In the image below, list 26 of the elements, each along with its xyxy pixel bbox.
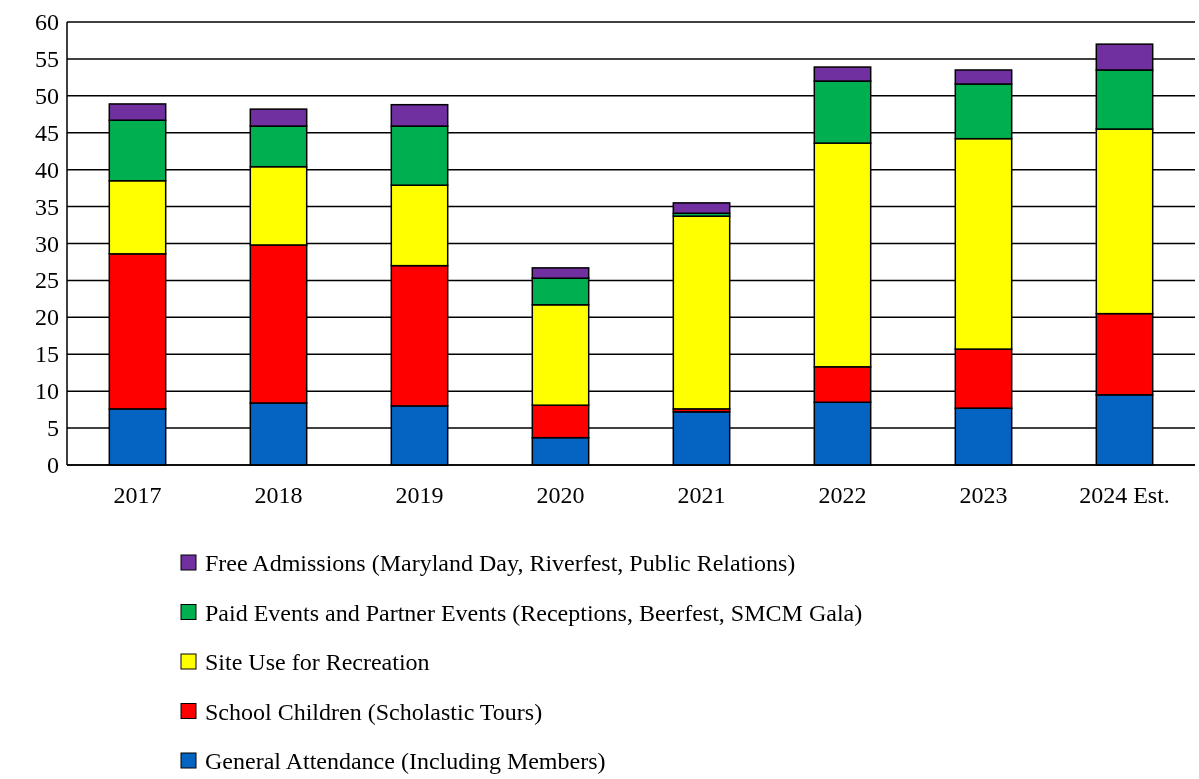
x-tick-label: 2017: [113, 482, 162, 508]
y-tick-label: 60: [35, 9, 59, 35]
x-tick-label: 2021: [677, 482, 726, 508]
y-tick-label: 15: [35, 341, 59, 368]
x-tick-label: 2022: [818, 482, 867, 508]
x-tick-label: 2018: [254, 482, 303, 508]
y-tick-label: 45: [35, 119, 59, 146]
legend-label: General Attendance (Including Members): [205, 748, 606, 774]
y-tick-label: 5: [47, 415, 59, 442]
y-tick-label: 40: [35, 156, 59, 183]
y-tick-label: 35: [35, 193, 59, 220]
y-tick-label: 50: [35, 82, 59, 109]
x-tick-label: 2020: [536, 482, 585, 508]
legend-label: Free Admissions (Maryland Day, Riverfest, Public Relations): [205, 550, 796, 576]
x-tick-label: 2023: [959, 482, 1008, 508]
y-tick-label: 10: [35, 378, 59, 405]
y-tick-label: 0: [47, 452, 59, 478]
legend-label: Paid Events and Partner Events (Receptions, Beerfest, SMCM Gala): [205, 599, 863, 626]
x-tick-label: 2019: [395, 482, 444, 508]
legend-label: School Children (Scholastic Tours): [205, 698, 543, 725]
y-tick-label: 55: [35, 45, 59, 72]
y-tick-label: 20: [35, 304, 59, 331]
legend-label: Site Use for Recreation: [205, 649, 430, 675]
y-tick-label: 25: [35, 267, 59, 294]
x-tick-label: 2024 Est.: [1079, 482, 1170, 508]
y-tick-label: 30: [35, 230, 59, 257]
